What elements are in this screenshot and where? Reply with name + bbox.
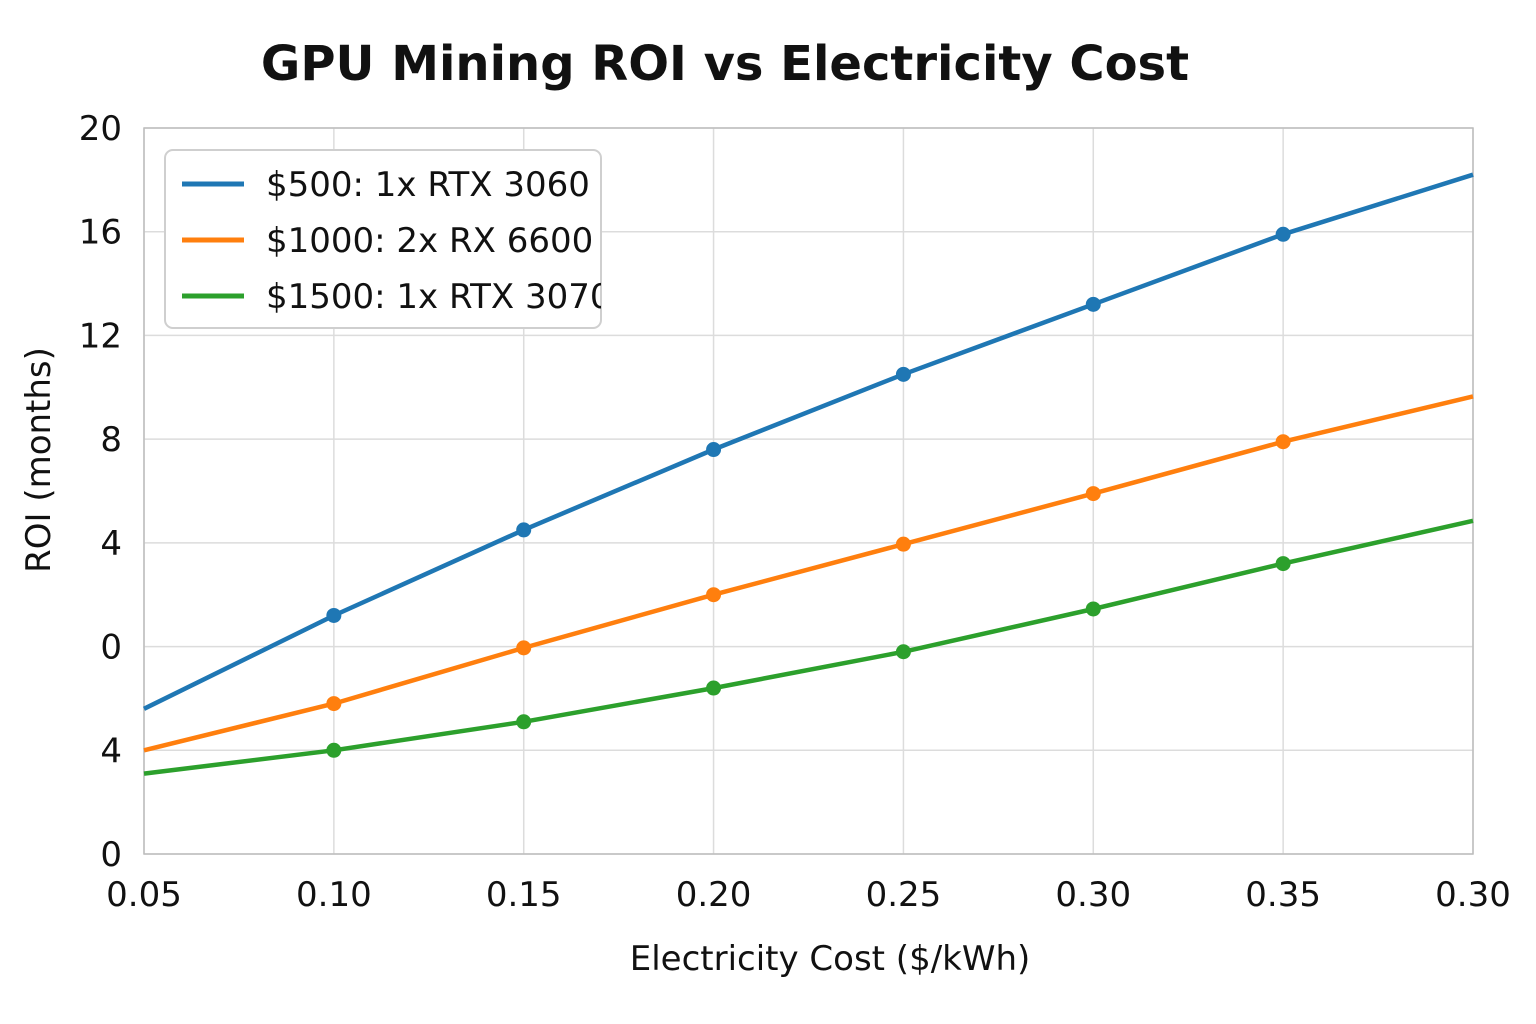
legend-label-series-2: $1000: 2x RX 6600 XT [266, 221, 648, 261]
chart-title: GPU Mining ROI vs Electricity Cost [260, 36, 1190, 92]
y-tick-label: 0 [100, 628, 122, 668]
data-point [895, 644, 911, 660]
plot-frame [143, 127, 1474, 855]
data-point [1085, 296, 1101, 312]
x-tick-label: 0.05 [106, 875, 182, 915]
series-line-1 [143, 172, 1474, 711]
series-line-3 [143, 518, 1474, 776]
data-point [516, 714, 532, 730]
data-point [516, 522, 532, 538]
series-line-2 [143, 394, 1474, 753]
x-tick-label: 0.30 [1435, 875, 1511, 915]
x-tick-label: 0.15 [486, 875, 562, 915]
data-point [1275, 556, 1291, 572]
legend-label-series-1: $500: 1x RTX 3060 [266, 165, 590, 205]
x-tick-label: 0.35 [1245, 875, 1321, 915]
y-tick-label: 20 [79, 109, 122, 149]
legend: $500: 1x RTX 3060 $1000: 2x RX 6600 XT $… [164, 149, 648, 329]
y-tick-label: 4 [100, 524, 122, 564]
data-point [1275, 226, 1291, 242]
x-axis-title: Electricity Cost ($/kWh) [630, 939, 1031, 979]
data-point [895, 536, 911, 552]
y-tick-label: 12 [79, 316, 122, 356]
data-point [895, 366, 911, 382]
data-point [706, 680, 722, 696]
y-tick-label: 8 [100, 420, 122, 460]
y-tick-label: 16 [79, 213, 122, 253]
data-point [516, 640, 532, 656]
legend-label-series-3: $1500: 1x RTX 3070 [266, 277, 612, 317]
y-axis-title: ROI (months) [19, 347, 59, 573]
data-point [706, 587, 722, 603]
legend-box [164, 149, 602, 329]
data-point [326, 696, 342, 712]
x-axis-ticks: 0.05 0.10 0.15 0.20 0.25 0.30 0.35 0.30 [106, 875, 1511, 915]
data-point [326, 742, 342, 758]
y-tick-label: 0 [100, 835, 122, 875]
x-tick-label: 0.25 [866, 875, 942, 915]
y-tick-label: 4 [100, 731, 122, 771]
data-point [1085, 601, 1101, 617]
x-tick-label: 0.30 [1055, 875, 1131, 915]
x-tick-label: 0.10 [296, 875, 372, 915]
data-point [706, 442, 722, 458]
data-point [1275, 434, 1291, 450]
y-axis-ticks: 20 16 12 8 4 0 4 0 [79, 109, 122, 875]
x-tick-label: 0.20 [676, 875, 752, 915]
data-point [1085, 486, 1101, 502]
data-point [326, 607, 342, 623]
series-layer [143, 172, 1474, 776]
